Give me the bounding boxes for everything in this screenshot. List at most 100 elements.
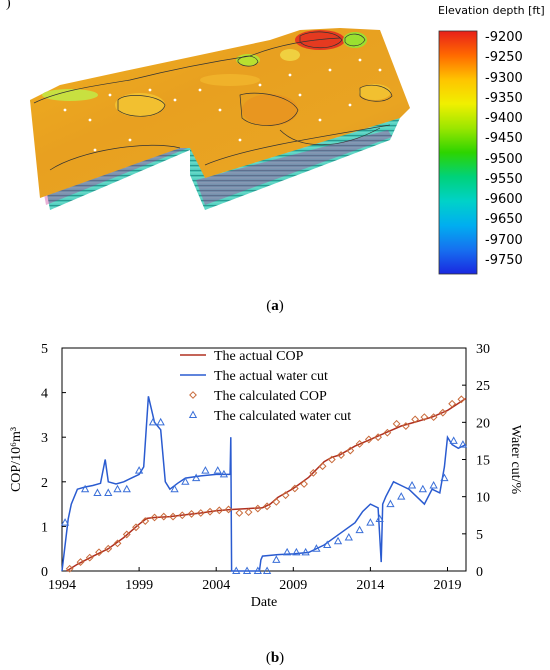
reservoir-3d-model xyxy=(30,28,410,210)
data-point xyxy=(263,502,271,511)
legend-label: The calculated water cut xyxy=(214,409,351,424)
data-point xyxy=(232,566,241,574)
data-point xyxy=(201,466,210,474)
data-point xyxy=(104,488,113,496)
colorbar-tick-label: -9500 xyxy=(485,151,523,167)
data-point xyxy=(141,517,150,525)
data-point xyxy=(418,484,427,493)
green-zone-left xyxy=(42,89,98,101)
data-point xyxy=(420,413,429,422)
left-tick-label: 0 xyxy=(41,565,48,580)
colorbar-tick-label: -9200 xyxy=(485,30,523,45)
legend-item: The calculated water cut xyxy=(188,409,351,424)
colorbar-tick-label: -9300 xyxy=(485,70,523,86)
data-point xyxy=(383,428,392,437)
x-axis-label: Date xyxy=(251,595,277,610)
left-axis-label: COP/10⁶m³ xyxy=(9,427,24,492)
right-tick-label: 15 xyxy=(476,454,490,469)
x-tick-label: 2004 xyxy=(202,578,230,593)
left-axis-ticks: 0 1 2 3 4 5 xyxy=(41,342,66,580)
high-elevation-zone xyxy=(295,30,345,50)
data-point xyxy=(337,451,346,459)
data-point xyxy=(440,473,449,482)
data-point xyxy=(374,433,383,442)
data-point xyxy=(113,539,122,548)
data-point xyxy=(187,510,196,518)
data-point xyxy=(346,446,355,455)
series-layer xyxy=(60,395,468,574)
contour-lines xyxy=(33,31,393,171)
data-point xyxy=(76,558,85,566)
left-tick-label: 1 xyxy=(41,520,48,535)
data-point xyxy=(272,497,281,506)
panel-b: 0 1 2 3 4 5 0 5 10 15 20 25 30 1994 1999 2004 2009 2014… xyxy=(0,330,550,670)
colorbar-tick-label: -9400 xyxy=(485,111,523,126)
data-point xyxy=(344,533,353,541)
data-point xyxy=(355,439,364,448)
well-markers xyxy=(63,58,382,152)
data-point xyxy=(290,484,299,493)
data-point xyxy=(242,566,252,574)
colorbar-tick-label: -9350 xyxy=(485,90,523,106)
data-point xyxy=(309,468,318,477)
x-tick-label: 2014 xyxy=(356,578,384,593)
data-point xyxy=(301,547,310,556)
colorbar-tick-label: -9250 xyxy=(485,50,523,66)
data-point xyxy=(219,469,229,478)
data-point xyxy=(215,506,224,515)
data-point xyxy=(397,492,406,500)
data-point xyxy=(272,555,281,563)
panel-a-label: (a) xyxy=(266,298,284,314)
left-tick-label: 2 xyxy=(41,476,48,491)
data-point xyxy=(122,484,131,493)
data-point xyxy=(253,566,262,574)
data-point xyxy=(134,466,144,474)
colorbar-tick-label: -9450 xyxy=(485,131,523,147)
data-point xyxy=(392,419,401,428)
data-point xyxy=(178,511,187,520)
legend-item: The calculated COP xyxy=(189,389,327,404)
legend-label: The calculated COP xyxy=(214,389,327,404)
data-point xyxy=(375,514,384,522)
data-point xyxy=(364,435,373,444)
series-2 xyxy=(65,395,466,573)
x-tick-label: 1994 xyxy=(48,578,76,593)
data-point xyxy=(448,399,457,408)
data-point xyxy=(312,544,321,552)
data-point xyxy=(438,408,447,417)
data-point xyxy=(132,523,140,532)
data-point xyxy=(206,507,214,516)
data-point xyxy=(60,518,70,526)
data-point xyxy=(122,530,131,539)
data-point xyxy=(458,440,468,448)
right-tick-label: 5 xyxy=(476,528,483,543)
data-point xyxy=(159,512,168,521)
colorbar-title: Elevation depth [ft] xyxy=(438,4,545,17)
data-point xyxy=(235,509,244,517)
data-point xyxy=(150,513,159,522)
legend-label: The actual water cut xyxy=(214,369,328,384)
data-point xyxy=(333,536,343,545)
data-point xyxy=(318,462,327,471)
data-point xyxy=(65,564,74,573)
data-point xyxy=(156,417,165,426)
right-tick-label: 25 xyxy=(476,379,490,394)
data-point xyxy=(253,504,262,513)
data-point xyxy=(170,484,179,493)
data-point xyxy=(192,473,201,482)
colorbar-tick-label: -9600 xyxy=(485,192,523,207)
data-point xyxy=(282,547,292,556)
left-tick-label: 5 xyxy=(41,342,48,357)
legend-label: The actual COP xyxy=(214,349,304,364)
data-point xyxy=(300,480,308,488)
data-point xyxy=(224,505,233,514)
data-point xyxy=(449,436,458,444)
legend-swatch xyxy=(189,391,197,399)
data-point xyxy=(196,509,205,517)
right-axis-label: Water cut/% xyxy=(508,425,523,495)
data-point xyxy=(181,477,190,485)
colorbar-tick-label: -9650 xyxy=(485,212,523,228)
colorbar-tick-label: -9750 xyxy=(485,252,523,268)
data-point xyxy=(401,422,410,430)
data-point xyxy=(244,508,253,517)
